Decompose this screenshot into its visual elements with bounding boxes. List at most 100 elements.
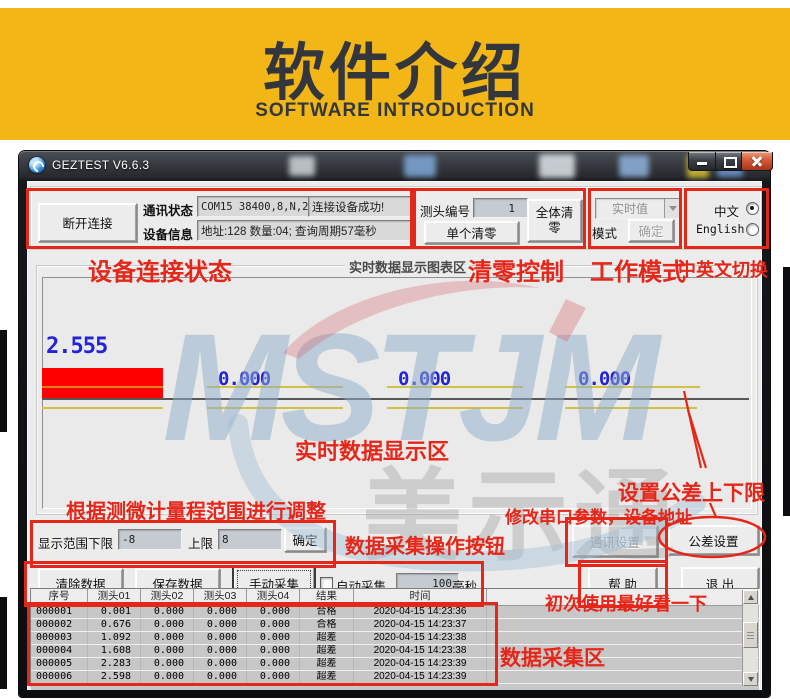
- table-row[interactable]: 000003 1.092 0.000 0.000 0.000 超差 2020-0…: [31, 632, 759, 645]
- probe-no-field[interactable]: 1: [473, 198, 528, 218]
- lower-tolerance-line: [42, 407, 163, 409]
- app-icon: [29, 157, 45, 173]
- window-title: GEZTEST V6.6.3: [52, 158, 150, 172]
- range-upper-field[interactable]: 8: [218, 529, 282, 550]
- table-cell: 0.000: [141, 645, 194, 657]
- table-scrollbar[interactable]: [742, 590, 758, 686]
- table-cell: 合格: [300, 619, 354, 631]
- lower-tolerance-line: [565, 407, 697, 409]
- comm-params-field[interactable]: COM15 38400,8,N,2: [197, 196, 312, 217]
- lang-zh-label: 中文: [714, 205, 740, 219]
- table-row[interactable]: 000001 0.001 0.000 0.000 0.000 合格 2020-0…: [31, 606, 759, 619]
- maximize-button[interactable]: [715, 152, 743, 171]
- top-panel-frame: [30, 186, 762, 250]
- table-cell: 000003: [31, 632, 88, 644]
- table-cell: 0.000: [141, 606, 194, 618]
- range-confirm-button[interactable]: 确定: [284, 527, 326, 552]
- table-header-cell: [487, 589, 759, 605]
- table-header-cell: 结果: [300, 589, 354, 605]
- combo-arrow-button[interactable]: [664, 199, 681, 218]
- table-cell: 0.000: [247, 671, 300, 683]
- mode-combobox[interactable]: 实时值: [595, 198, 682, 219]
- table-cell: 2020-04-15 14:23:38: [354, 645, 487, 657]
- table-cell: 0.000: [247, 658, 300, 670]
- table-cell: [487, 645, 759, 657]
- table-header-row: 序号 测头01 测头02 测头03 测头04 结果 时间: [31, 589, 759, 606]
- banner-subtitle: SOFTWARE INTRODUCTION: [255, 100, 535, 121]
- mode-value: 实时值: [611, 202, 648, 216]
- lower-tolerance-line: [207, 407, 343, 409]
- table-row[interactable]: 000006 2.598 0.000 0.000 0.000 超差 2020-0…: [31, 671, 759, 684]
- table-row[interactable]: 000002 0.676 0.000 0.000 0.000 合格 2020-0…: [31, 619, 759, 632]
- table-cell: 2.598: [88, 671, 141, 683]
- tolerance-settings-button[interactable]: 公差设置: [668, 525, 759, 555]
- mode-confirm-button[interactable]: 确定: [628, 219, 674, 242]
- arrow-up-icon: [747, 594, 754, 600]
- range-upper-label: 上限: [188, 537, 214, 551]
- chevron-down-icon: [669, 206, 677, 211]
- table-cell: 0.001: [88, 606, 141, 618]
- single-zero-button[interactable]: 单个清零: [424, 221, 519, 244]
- table-cell: 0.676: [88, 619, 141, 631]
- data-table[interactable]: 序号 测头01 测头02 测头03 测头04 结果 时间 000001 0.00…: [30, 588, 760, 690]
- comm-settings-button[interactable]: 通讯设置: [572, 525, 658, 557]
- range-lower-field[interactable]: -8: [118, 529, 182, 550]
- table-cell: 0.000: [194, 619, 247, 631]
- table-header-cell: 测头04: [247, 589, 300, 605]
- lang-en-radio[interactable]: [746, 223, 759, 236]
- edge-artifact: [783, 267, 790, 516]
- table-cell: 0.000: [141, 658, 194, 670]
- scrollbar-thumb[interactable]: [743, 622, 758, 648]
- upper-tolerance-line: [565, 386, 700, 388]
- upper-tolerance-line: [387, 386, 523, 388]
- lower-tolerance-line: [387, 407, 523, 409]
- table-cell: 1.092: [88, 632, 141, 644]
- device-info-field[interactable]: 地址:128 数量:04; 查询周期57毫秒: [197, 220, 415, 241]
- table-cell: 0.000: [194, 632, 247, 644]
- titlebar-glare: [619, 155, 649, 177]
- comm-result-field[interactable]: 连接设备成功!: [308, 196, 415, 217]
- table-header-cell: 时间: [354, 589, 487, 605]
- minimize-button[interactable]: [688, 152, 717, 171]
- table-cell: 000006: [31, 671, 88, 683]
- table-cell: [487, 671, 759, 683]
- table-cell: [487, 606, 759, 618]
- intro-banner: 软件介绍 SOFTWARE INTRODUCTION: [0, 8, 790, 140]
- chart-baseline: [42, 398, 749, 400]
- lang-en-label: English: [696, 222, 745, 236]
- chart-caption: 实时数据显示图表区: [345, 257, 471, 276]
- table-cell: 2020-04-15 14:23:36: [354, 606, 487, 618]
- table-cell: 0.000: [247, 632, 300, 644]
- scroll-down-button[interactable]: [743, 672, 758, 686]
- probe2-value: 0.000: [218, 368, 271, 390]
- close-button[interactable]: [741, 152, 773, 171]
- table-cell: 2.283: [88, 658, 141, 670]
- table-cell: 超差: [300, 671, 354, 683]
- probe-no-label: 测头编号: [420, 205, 471, 219]
- table-header-cell: 测头01: [88, 589, 141, 605]
- table-cell: 超差: [300, 658, 354, 670]
- table-cell: 2020-04-15 14:23:39: [354, 658, 487, 670]
- table-cell: 0.000: [141, 619, 194, 631]
- lang-zh-radio[interactable]: [746, 202, 759, 215]
- table-cell: 000001: [31, 606, 88, 618]
- probe1-value: 2.555: [46, 334, 108, 359]
- scroll-up-button[interactable]: [743, 590, 758, 604]
- table-cell: 0.000: [194, 658, 247, 670]
- titlebar-glare: [289, 156, 315, 176]
- device-info-label: 设备信息: [143, 228, 194, 242]
- table-cell: [487, 632, 759, 644]
- table-cell: [487, 658, 759, 670]
- disconnect-button[interactable]: 断开连接: [38, 203, 137, 242]
- table-cell: 0.000: [141, 632, 194, 644]
- all-zero-button[interactable]: 全体清零: [527, 199, 582, 242]
- chart-bar-probe1: [42, 368, 163, 399]
- table-cell: 000004: [31, 645, 88, 657]
- table-cell: 000002: [31, 619, 88, 631]
- table-row[interactable]: 000004 1.608 0.000 0.000 0.000 超差 2020-0…: [31, 645, 759, 658]
- table-row[interactable]: 000005 2.283 0.000 0.000 0.000 超差 2020-0…: [31, 658, 759, 671]
- minimize-icon: [697, 162, 707, 165]
- table-empty-stripe: [31, 684, 759, 690]
- table-cell: 1.608: [88, 645, 141, 657]
